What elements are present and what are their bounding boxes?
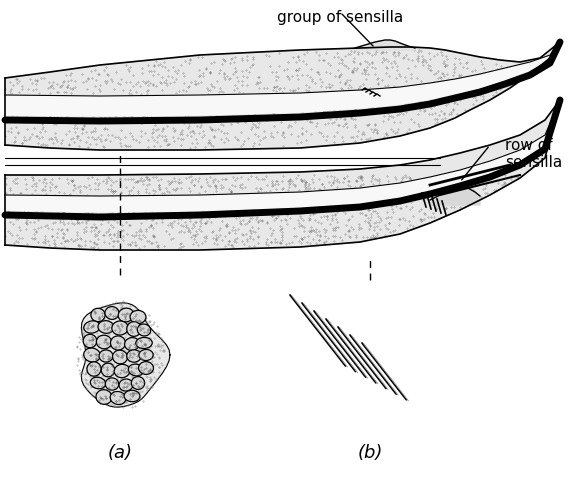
Ellipse shape	[131, 376, 145, 390]
Ellipse shape	[125, 338, 140, 350]
Ellipse shape	[105, 378, 119, 390]
Ellipse shape	[96, 390, 112, 404]
Ellipse shape	[127, 322, 141, 337]
Ellipse shape	[139, 349, 153, 361]
Polygon shape	[5, 100, 560, 212]
Ellipse shape	[137, 324, 150, 336]
Text: (b): (b)	[357, 444, 382, 462]
Ellipse shape	[112, 321, 128, 335]
Ellipse shape	[127, 350, 141, 362]
Ellipse shape	[118, 308, 134, 322]
Ellipse shape	[105, 307, 119, 319]
Ellipse shape	[136, 338, 152, 349]
Ellipse shape	[139, 362, 153, 374]
Polygon shape	[5, 42, 560, 150]
Ellipse shape	[84, 321, 100, 333]
Ellipse shape	[110, 392, 126, 404]
Ellipse shape	[101, 363, 115, 377]
Ellipse shape	[99, 350, 113, 362]
Ellipse shape	[112, 350, 128, 364]
Ellipse shape	[124, 390, 140, 401]
Ellipse shape	[84, 348, 100, 362]
Ellipse shape	[90, 377, 105, 389]
Ellipse shape	[130, 310, 146, 324]
Polygon shape	[355, 40, 415, 50]
Ellipse shape	[83, 334, 97, 348]
Ellipse shape	[111, 336, 125, 350]
Ellipse shape	[98, 321, 114, 334]
Ellipse shape	[91, 308, 105, 322]
Text: group of sensilla: group of sensilla	[277, 10, 403, 25]
Ellipse shape	[114, 364, 130, 378]
Ellipse shape	[128, 364, 144, 376]
Ellipse shape	[87, 362, 101, 376]
Polygon shape	[5, 42, 560, 116]
Polygon shape	[82, 303, 170, 407]
Text: row of
sensilla: row of sensilla	[505, 138, 562, 170]
Polygon shape	[5, 100, 560, 250]
Polygon shape	[430, 187, 480, 205]
Ellipse shape	[96, 335, 112, 349]
Ellipse shape	[119, 379, 133, 391]
Text: (a): (a)	[108, 444, 132, 462]
